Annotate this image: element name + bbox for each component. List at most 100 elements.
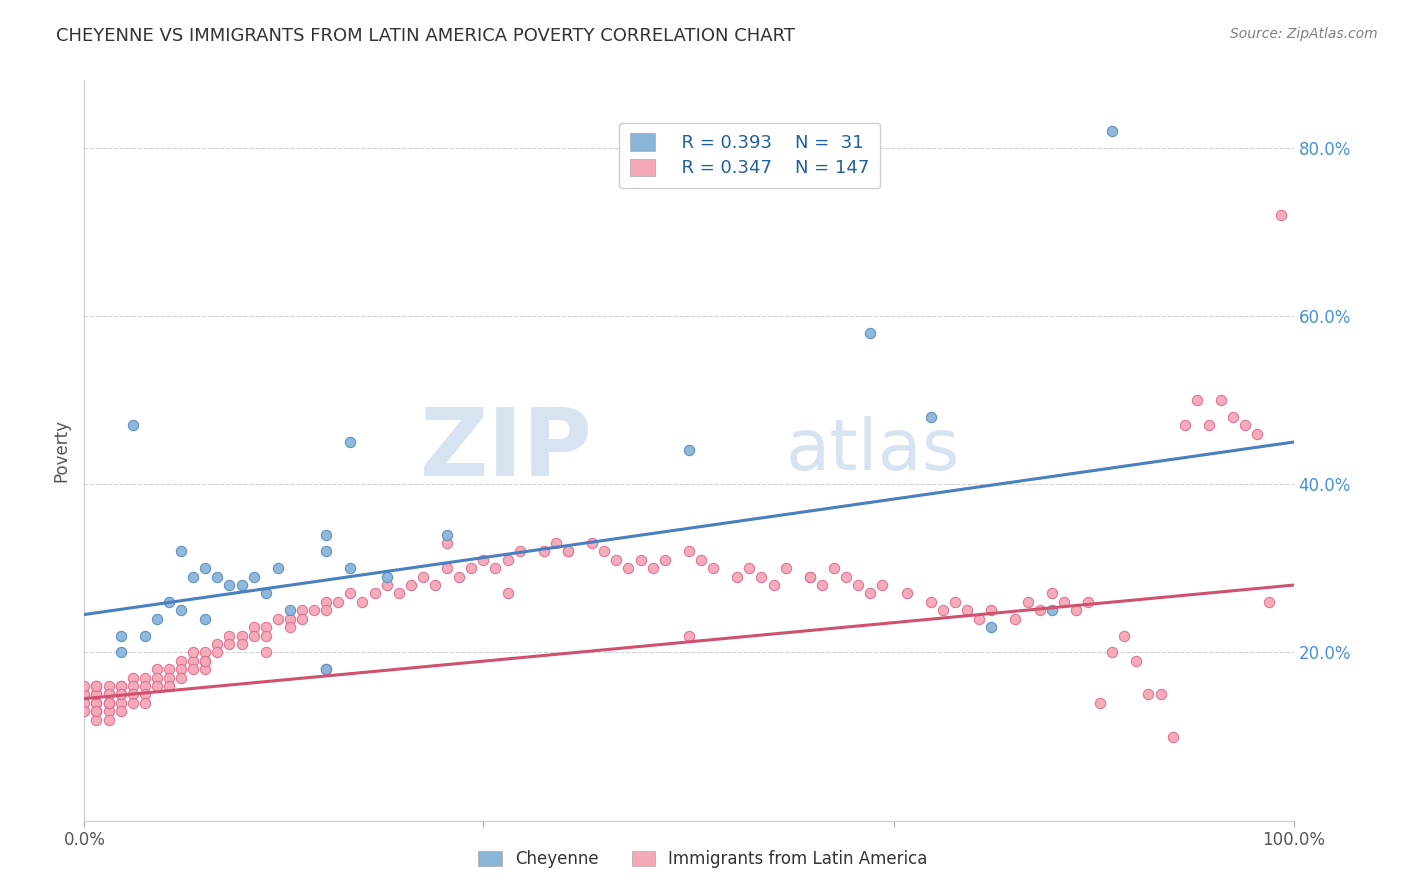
Point xyxy=(73,704,96,718)
Point xyxy=(1185,392,1208,407)
Point xyxy=(557,544,579,558)
Point xyxy=(218,578,240,592)
Point xyxy=(859,586,882,600)
Point xyxy=(194,561,217,575)
Point xyxy=(388,586,411,600)
Point xyxy=(73,696,96,710)
Point xyxy=(738,561,761,575)
Point xyxy=(181,662,204,676)
Point xyxy=(134,679,156,693)
Point xyxy=(134,671,156,685)
Point xyxy=(799,569,821,583)
Point xyxy=(605,553,627,567)
Point xyxy=(496,553,519,567)
Point xyxy=(146,679,169,693)
Point xyxy=(267,612,290,626)
Point xyxy=(254,628,277,642)
Point xyxy=(399,578,422,592)
Point xyxy=(932,603,955,617)
Point xyxy=(97,704,120,718)
Point xyxy=(134,688,156,702)
Point xyxy=(134,628,156,642)
Point xyxy=(363,586,385,600)
Point xyxy=(630,553,652,567)
Point xyxy=(593,544,616,558)
Point xyxy=(1053,595,1076,609)
Point xyxy=(121,696,143,710)
Text: CHEYENNE VS IMMIGRANTS FROM LATIN AMERICA POVERTY CORRELATION CHART: CHEYENNE VS IMMIGRANTS FROM LATIN AMERIC… xyxy=(56,27,796,45)
Point xyxy=(702,561,724,575)
Point xyxy=(339,435,361,450)
Point xyxy=(86,704,108,718)
Point xyxy=(799,569,821,583)
Point xyxy=(157,595,180,609)
Point xyxy=(1040,586,1063,600)
Point xyxy=(1125,654,1147,668)
Point xyxy=(291,612,314,626)
Point xyxy=(86,696,108,710)
Point xyxy=(242,620,264,634)
Point xyxy=(110,679,132,693)
Point xyxy=(1246,426,1268,441)
Point xyxy=(328,595,350,609)
Point xyxy=(1114,628,1136,642)
Point xyxy=(207,569,229,583)
Point xyxy=(86,688,108,702)
Point xyxy=(278,603,301,617)
Point xyxy=(449,569,471,583)
Point xyxy=(339,561,361,575)
Point xyxy=(110,679,132,693)
Point xyxy=(1209,392,1232,407)
Point xyxy=(1077,595,1099,609)
Point xyxy=(436,527,458,541)
Point xyxy=(509,544,531,558)
Point xyxy=(1137,688,1160,702)
Point xyxy=(1258,595,1281,609)
Text: ZIP: ZIP xyxy=(419,404,592,497)
Point xyxy=(544,536,567,550)
Point xyxy=(207,645,229,659)
Point xyxy=(121,688,143,702)
Point xyxy=(181,645,204,659)
Point xyxy=(157,679,180,693)
Point xyxy=(181,569,204,583)
Point xyxy=(146,671,169,685)
Point xyxy=(581,536,603,550)
Point xyxy=(1101,124,1123,138)
Point xyxy=(533,544,555,558)
Point xyxy=(654,553,676,567)
Point xyxy=(254,620,277,634)
Point xyxy=(980,603,1002,617)
Point xyxy=(170,654,193,668)
Point xyxy=(1174,418,1197,433)
Point xyxy=(242,569,264,583)
Point xyxy=(436,536,458,550)
Point xyxy=(97,679,120,693)
Point xyxy=(315,527,337,541)
Point xyxy=(194,662,217,676)
Point xyxy=(1161,730,1184,744)
Point xyxy=(1270,208,1292,222)
Point xyxy=(375,569,398,583)
Point xyxy=(872,578,894,592)
Point xyxy=(896,586,918,600)
Point xyxy=(97,713,120,727)
Point xyxy=(254,586,277,600)
Point xyxy=(231,578,253,592)
Point xyxy=(157,662,180,676)
Point xyxy=(1198,418,1220,433)
Point xyxy=(73,679,96,693)
Point xyxy=(1040,603,1063,617)
Point xyxy=(97,696,120,710)
Point xyxy=(86,696,108,710)
Point xyxy=(170,544,193,558)
Point xyxy=(859,326,882,340)
Point xyxy=(231,637,253,651)
Point xyxy=(110,688,132,702)
Point xyxy=(170,671,193,685)
Point xyxy=(1234,418,1257,433)
Point xyxy=(811,578,834,592)
Point xyxy=(1064,603,1087,617)
Point xyxy=(751,569,773,583)
Point xyxy=(97,688,120,702)
